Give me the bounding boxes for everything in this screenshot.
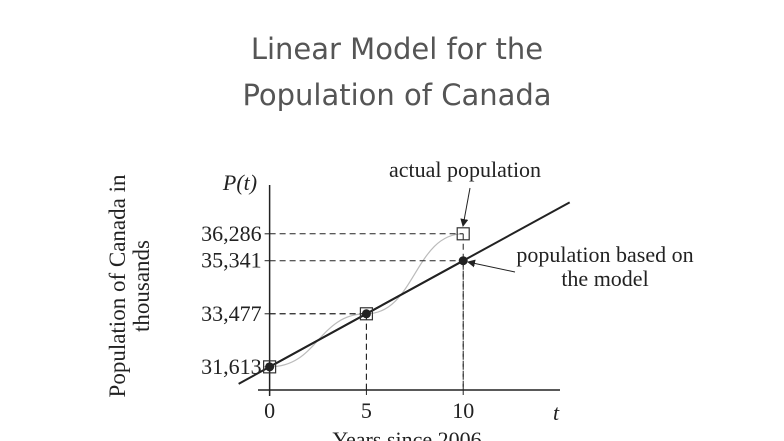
x-axis-label: Years since 2006 bbox=[332, 427, 481, 441]
actual-marker bbox=[359, 307, 374, 321]
y-tick-label: 36,286 bbox=[201, 221, 262, 246]
x-axis-symbol: t bbox=[553, 400, 560, 425]
model-point bbox=[265, 362, 275, 372]
annotation-arrow bbox=[460, 187, 471, 227]
x-tick-label: 5 bbox=[361, 398, 372, 423]
actual-marker bbox=[263, 360, 277, 374]
actual-marker bbox=[456, 227, 470, 241]
y-axis-label: Population of Canada in thousands bbox=[105, 174, 154, 398]
model-point bbox=[458, 256, 468, 266]
annotation: population based on the model bbox=[516, 242, 694, 291]
y-tick-label: 31,613 bbox=[201, 354, 262, 379]
annotation: actual population bbox=[389, 157, 541, 182]
y-tick-label: 35,341 bbox=[201, 248, 262, 273]
annotation-arrow bbox=[467, 259, 516, 273]
x-tick-label: 0 bbox=[264, 398, 275, 423]
y-tick-label: 33,477 bbox=[201, 301, 262, 326]
slide-title: Linear Model for the Population of Canad… bbox=[242, 32, 552, 112]
model-point bbox=[361, 309, 371, 319]
y-axis-symbol: P(t) bbox=[222, 170, 257, 195]
x-tick-label: 10 bbox=[452, 398, 474, 423]
